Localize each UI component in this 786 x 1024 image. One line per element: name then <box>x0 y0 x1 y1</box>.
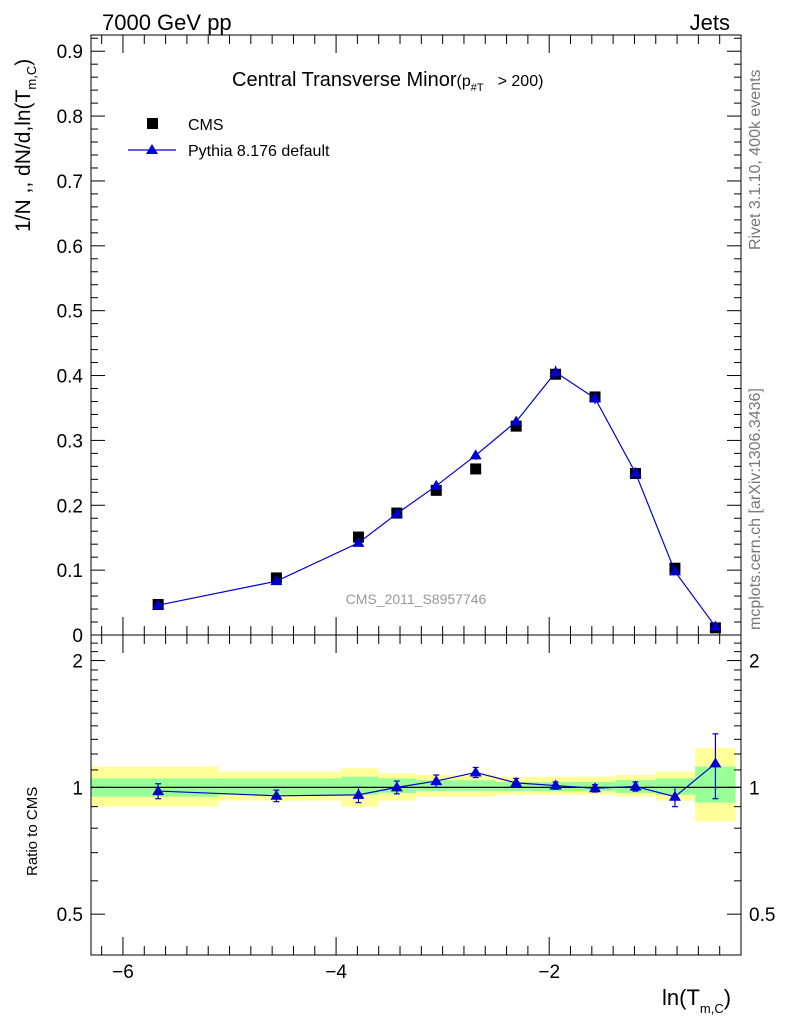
y-axis-label-sub: m,C <box>24 66 39 90</box>
pythia-point <box>668 565 681 576</box>
ratio-band-inner <box>455 780 496 792</box>
rivet-label: Rivet 3.1.10, 400k events <box>747 69 764 250</box>
y-tick-label: 0.9 <box>57 42 83 63</box>
ratio-point <box>589 782 602 793</box>
y-tick-label: 0.1 <box>57 561 83 582</box>
y-tick-label: 0.3 <box>57 431 83 452</box>
ratio-point <box>469 766 482 777</box>
legend-label-pythia: Pythia 8.176 default <box>188 143 330 160</box>
y-tick-label: 0.2 <box>57 496 83 517</box>
legend: CMS Pythia 8.176 default <box>128 117 330 160</box>
title-sub-open: (p <box>457 73 471 90</box>
ratio-band-inner <box>341 776 379 795</box>
pythia-point <box>430 479 443 490</box>
header-right: Jets <box>690 10 730 35</box>
header-left: 7000 GeV pp <box>102 10 232 35</box>
ratio-point <box>430 775 443 786</box>
x-tick-label: −2 <box>538 962 560 983</box>
ratio-point <box>549 779 562 790</box>
watermark: CMS_2011_S8957746 <box>346 591 487 607</box>
cms-point <box>430 484 442 496</box>
title-sub-close: > 200) <box>498 73 544 90</box>
pythia-point <box>709 620 722 631</box>
ratio-panel-ticks: −6 −4 −2 0.5 0.5 1 1 2 2 <box>57 635 775 983</box>
y-tick-label: 0.7 <box>57 172 83 193</box>
ratio-panel-frame <box>90 634 742 956</box>
pythia-point <box>270 575 283 586</box>
x-axis-label: ln(Tm,C) <box>662 985 731 1016</box>
ratio-y-tick-label: 1 <box>72 778 83 799</box>
x-tick-label: −6 <box>112 962 134 983</box>
legend-marker-cms <box>147 118 158 129</box>
ratio-point <box>510 776 523 787</box>
mcplots-label: mcplots.cern.ch [arXiv:1306.3436] <box>747 388 764 630</box>
ratio-y-tick-label-right: 1 <box>749 778 760 799</box>
y-axis-label-close: ) <box>12 59 35 66</box>
main-panel-series <box>152 365 722 634</box>
title-sub-sub: #T <box>471 82 484 94</box>
main-panel-ticks: 0 0.1 0.2 0.3 0.4 0.5 0.6 0.7 0.8 0.9 <box>57 35 742 647</box>
pythia-point <box>352 536 365 547</box>
pythia-point <box>510 415 523 426</box>
ratio-point <box>152 785 165 796</box>
ratio-y-tick-label: 2 <box>72 652 83 673</box>
ratio-point <box>629 780 642 791</box>
pythia-line <box>158 371 716 627</box>
pythia-point <box>469 449 482 460</box>
y-tick-label: 0.8 <box>57 107 83 128</box>
title-main: Central Transverse Minor <box>232 69 457 91</box>
ratio-point <box>709 757 722 768</box>
y-tick-label: 0.5 <box>57 302 83 323</box>
x-tick-label: −4 <box>325 962 347 983</box>
ratio-y-axis-label: Ratio to CMS <box>24 787 41 876</box>
y-tick-label: 0.4 <box>57 367 84 388</box>
cms-point <box>470 463 482 475</box>
ratio-y-tick-label-right: 0.5 <box>749 905 775 926</box>
ratio-point <box>270 789 283 800</box>
ratio-band-inner <box>655 778 696 795</box>
ratio-band-inner <box>218 778 342 795</box>
legend-marker-pythia <box>146 144 158 154</box>
y-axis-label-main: 1/N ,, dN/d,ln(T <box>12 89 35 232</box>
ratio-point <box>390 781 403 792</box>
ratio-y-tick-label: 0.5 <box>57 905 83 926</box>
ratio-y-tick-label-right: 2 <box>749 652 760 673</box>
y-axis-label: 1/N ,, dN/d,ln(Tm,C) <box>12 59 39 232</box>
x-axis-label-close: ) <box>724 985 731 1010</box>
ratio-point <box>352 788 365 799</box>
ratio-point <box>668 790 681 801</box>
pythia-point <box>152 599 165 610</box>
legend-label-cms: CMS <box>188 117 224 134</box>
y-tick-label: 0.6 <box>57 237 83 258</box>
pythia-point <box>629 466 642 477</box>
x-axis-label-main: ln(T <box>662 985 700 1010</box>
pythia-point <box>549 366 562 377</box>
chart-title: Central Transverse Minor(p#T > 200) <box>232 69 543 94</box>
ratio-line <box>158 762 716 798</box>
pythia-point <box>390 507 403 518</box>
ratio-series <box>152 733 722 808</box>
x-axis-label-sub: m,C <box>700 1001 724 1016</box>
y-tick-label: 0 <box>72 626 83 647</box>
pythia-point <box>589 392 602 403</box>
